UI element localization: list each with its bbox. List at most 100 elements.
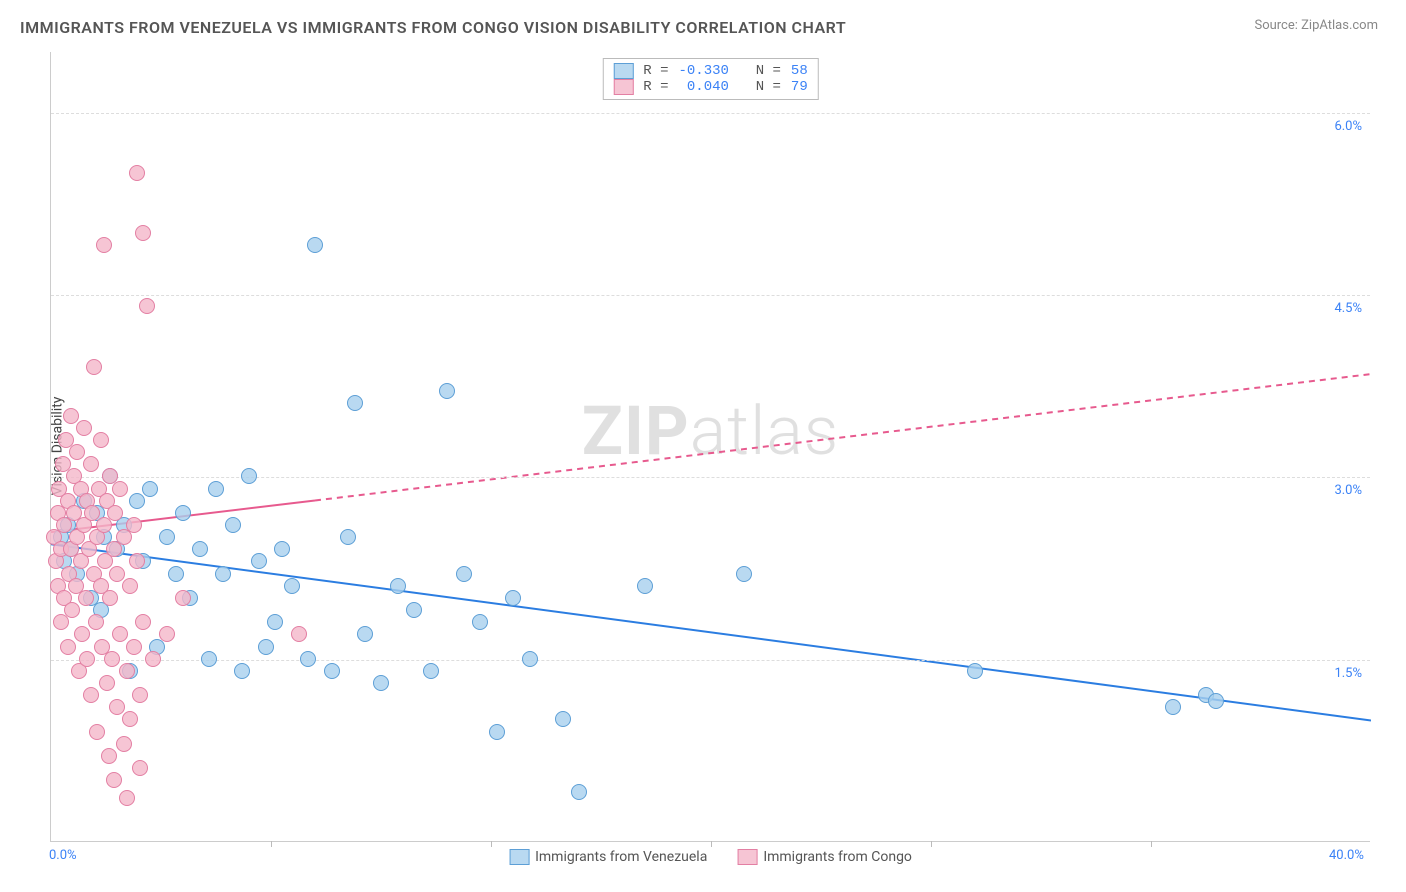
data-point bbox=[96, 517, 112, 533]
chart-title: IMMIGRANTS FROM VENEZUELA VS IMMIGRANTS … bbox=[20, 18, 846, 37]
data-point bbox=[258, 639, 274, 655]
data-point bbox=[373, 675, 389, 691]
data-point bbox=[340, 529, 356, 545]
data-point bbox=[63, 408, 79, 424]
legend-bottom: Immigrants from Venezuela Immigrants from… bbox=[509, 849, 912, 865]
legend-item: Immigrants from Congo bbox=[737, 849, 912, 865]
data-point bbox=[86, 359, 102, 375]
data-point bbox=[168, 566, 184, 582]
trend-line-extrapolated bbox=[315, 374, 1371, 500]
data-point bbox=[300, 651, 316, 667]
data-point bbox=[489, 724, 505, 740]
data-point bbox=[135, 225, 151, 241]
data-point bbox=[83, 456, 99, 472]
data-point bbox=[472, 614, 488, 630]
watermark: ZIPatlas bbox=[582, 391, 840, 471]
data-point bbox=[284, 578, 300, 594]
legend-swatch bbox=[613, 63, 633, 79]
data-point bbox=[93, 432, 109, 448]
legend-swatch bbox=[613, 79, 633, 95]
data-point bbox=[241, 468, 257, 484]
x-tick-label: 40.0% bbox=[1329, 848, 1364, 863]
chart-plot-area: ZIPatlas R =-0.330 N =58R = 0.040 N =79 … bbox=[50, 52, 1370, 842]
data-point bbox=[439, 383, 455, 399]
data-point bbox=[423, 663, 439, 679]
data-point bbox=[571, 784, 587, 800]
x-tick-label: 0.0% bbox=[49, 848, 77, 863]
data-point bbox=[522, 651, 538, 667]
data-point bbox=[291, 626, 307, 642]
x-tick bbox=[271, 841, 272, 847]
legend-label: Immigrants from Congo bbox=[763, 849, 912, 865]
data-point bbox=[456, 566, 472, 582]
y-tick-label: 1.5% bbox=[1334, 666, 1362, 681]
x-tick bbox=[491, 841, 492, 847]
y-tick-label: 4.5% bbox=[1334, 301, 1362, 316]
data-point bbox=[175, 505, 191, 521]
data-point bbox=[107, 505, 123, 521]
data-point bbox=[347, 395, 363, 411]
y-tick-label: 3.0% bbox=[1334, 483, 1362, 498]
data-point bbox=[390, 578, 406, 594]
data-point bbox=[129, 493, 145, 509]
data-point bbox=[145, 651, 161, 667]
data-point bbox=[967, 663, 983, 679]
legend-label: Immigrants from Venezuela bbox=[535, 849, 707, 865]
data-point bbox=[1208, 693, 1224, 709]
data-point bbox=[53, 614, 69, 630]
data-point bbox=[83, 687, 99, 703]
source-attribution: Source: ZipAtlas.com bbox=[1254, 18, 1378, 33]
legend-swatch bbox=[737, 849, 757, 865]
data-point bbox=[122, 711, 138, 727]
data-point bbox=[132, 760, 148, 776]
data-point bbox=[215, 566, 231, 582]
data-point bbox=[225, 517, 241, 533]
data-point bbox=[736, 566, 752, 582]
data-point bbox=[637, 578, 653, 594]
data-point bbox=[102, 590, 118, 606]
trend-line bbox=[51, 544, 1371, 720]
data-point bbox=[109, 566, 125, 582]
gridline-h bbox=[51, 295, 1370, 296]
data-point bbox=[142, 481, 158, 497]
legend-swatch bbox=[509, 849, 529, 865]
data-point bbox=[126, 639, 142, 655]
data-point bbox=[69, 444, 85, 460]
x-tick bbox=[711, 841, 712, 847]
data-point bbox=[1165, 699, 1181, 715]
data-point bbox=[78, 590, 94, 606]
data-point bbox=[175, 590, 191, 606]
data-point bbox=[139, 298, 155, 314]
data-point bbox=[60, 639, 76, 655]
data-point bbox=[251, 553, 267, 569]
data-point bbox=[104, 651, 120, 667]
data-point bbox=[201, 651, 217, 667]
data-point bbox=[159, 529, 175, 545]
data-point bbox=[267, 614, 283, 630]
data-point bbox=[505, 590, 521, 606]
data-point bbox=[99, 675, 115, 691]
data-point bbox=[126, 517, 142, 533]
data-point bbox=[234, 663, 250, 679]
chart-svg-layer bbox=[51, 52, 1371, 842]
x-tick bbox=[931, 841, 932, 847]
data-point bbox=[129, 165, 145, 181]
data-point bbox=[135, 614, 151, 630]
data-point bbox=[112, 481, 128, 497]
data-point bbox=[116, 736, 132, 752]
y-tick-label: 6.0% bbox=[1334, 119, 1362, 134]
data-point bbox=[129, 553, 145, 569]
data-point bbox=[307, 237, 323, 253]
data-point bbox=[122, 578, 138, 594]
legend-row: R = 0.040 N =79 bbox=[613, 79, 807, 95]
data-point bbox=[159, 626, 175, 642]
data-point bbox=[74, 626, 90, 642]
data-point bbox=[119, 790, 135, 806]
data-point bbox=[406, 602, 422, 618]
data-point bbox=[324, 663, 340, 679]
data-point bbox=[89, 724, 105, 740]
data-point bbox=[119, 663, 135, 679]
gridline-h bbox=[51, 113, 1370, 114]
x-tick bbox=[1151, 841, 1152, 847]
data-point bbox=[64, 602, 80, 618]
